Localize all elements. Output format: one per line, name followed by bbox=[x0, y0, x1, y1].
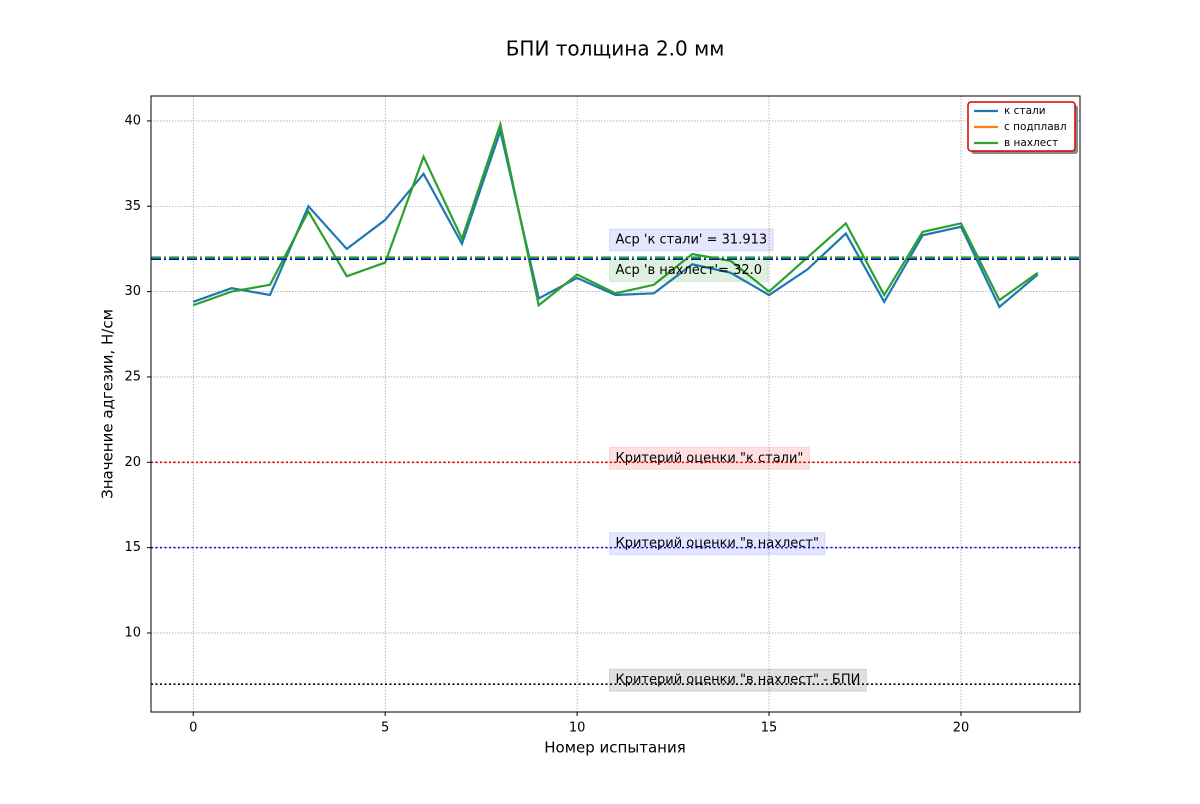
annotation-box bbox=[609, 532, 826, 556]
x-tick-label: 0 bbox=[189, 721, 197, 736]
y-tick-label: 20 bbox=[124, 455, 141, 470]
annotation: Критерий оценки "в нахлест" bbox=[616, 536, 819, 551]
x-axis-label: Номер испытания bbox=[544, 739, 685, 757]
x-tick-label: 15 bbox=[761, 721, 778, 736]
x-tick-label: 20 bbox=[953, 721, 970, 736]
annotation: Aср 'в нахлест'= 32.0 bbox=[616, 263, 763, 278]
y-axis-label: Значение адгезии, Н/см bbox=[99, 309, 117, 499]
annotation-box bbox=[609, 258, 769, 282]
series-line bbox=[192, 127, 1039, 309]
y-tick-label: 30 bbox=[124, 284, 141, 299]
legend-label: к стали bbox=[1004, 105, 1046, 117]
legend-frame bbox=[967, 101, 1076, 152]
annotation-box bbox=[609, 446, 810, 470]
annotation-box bbox=[609, 228, 774, 252]
y-tick-label: 10 bbox=[124, 625, 141, 640]
legend-label: в нахлест bbox=[1004, 137, 1058, 149]
annotation: Критерий оценки "к стали" bbox=[616, 451, 804, 466]
annotation-box bbox=[609, 668, 867, 692]
annotation: Aср 'к стали' = 31.913 bbox=[616, 232, 768, 247]
legend: к стали с подплавл в нахлест bbox=[967, 101, 1078, 154]
annotation: Критерий оценки "в нахлест" - БПИ bbox=[616, 673, 861, 688]
y-tick-label: 40 bbox=[124, 113, 141, 128]
y-tick-label: 15 bbox=[124, 540, 141, 555]
legend-label: с подплавл bbox=[1004, 121, 1067, 133]
series-line bbox=[192, 120, 1039, 308]
x-tick-label: 10 bbox=[569, 721, 586, 736]
y-tick-label: 25 bbox=[124, 369, 141, 384]
chart-title: БПИ толщина 2.0 мм bbox=[506, 37, 725, 61]
plot-frame bbox=[150, 95, 1081, 713]
y-tick-label: 35 bbox=[124, 199, 141, 214]
x-tick-label: 5 bbox=[381, 721, 389, 736]
